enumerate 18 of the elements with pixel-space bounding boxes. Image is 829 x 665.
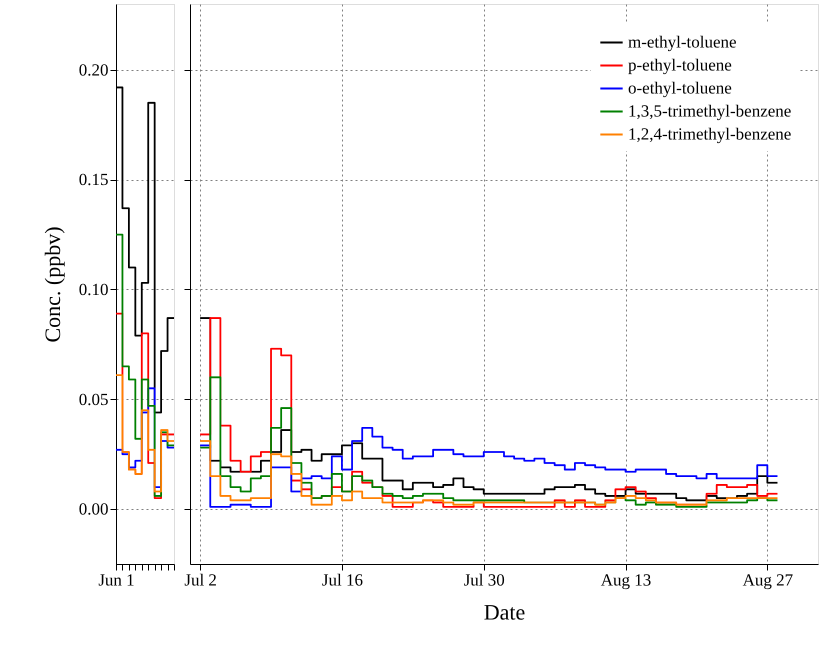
x-axis-title: Date (484, 600, 526, 624)
legend-label: 1,2,4-trimethyl-benzene (628, 124, 792, 144)
y-tick-label: 0.05 (78, 390, 108, 409)
x-tick-label: Aug 27 (742, 570, 794, 590)
x-tick-label: Jul 30 (464, 570, 505, 590)
x-tick-label: Jun 1 (98, 570, 135, 590)
y-tick-label: 0.15 (78, 170, 108, 190)
y-tick-label: 0.20 (78, 60, 108, 80)
legend-label: o-ethyl-toluene (628, 78, 732, 98)
legend-label: p-ethyl-toluene (628, 56, 732, 74)
y-axis-title: Conc. (ppbv) (40, 226, 65, 343)
legend-label: m-ethyl-toluene (628, 32, 737, 52)
x-tick-label: Jul 2 (184, 570, 217, 590)
y-tick-label: 0.00 (78, 500, 108, 519)
legend-label: 1,3,5-trimethyl-benzene (628, 102, 792, 120)
y-tick-label: 0.10 (78, 280, 108, 299)
x-tick-label: Aug 13 (600, 570, 652, 590)
x-tick-label: Jul 16 (322, 570, 363, 590)
